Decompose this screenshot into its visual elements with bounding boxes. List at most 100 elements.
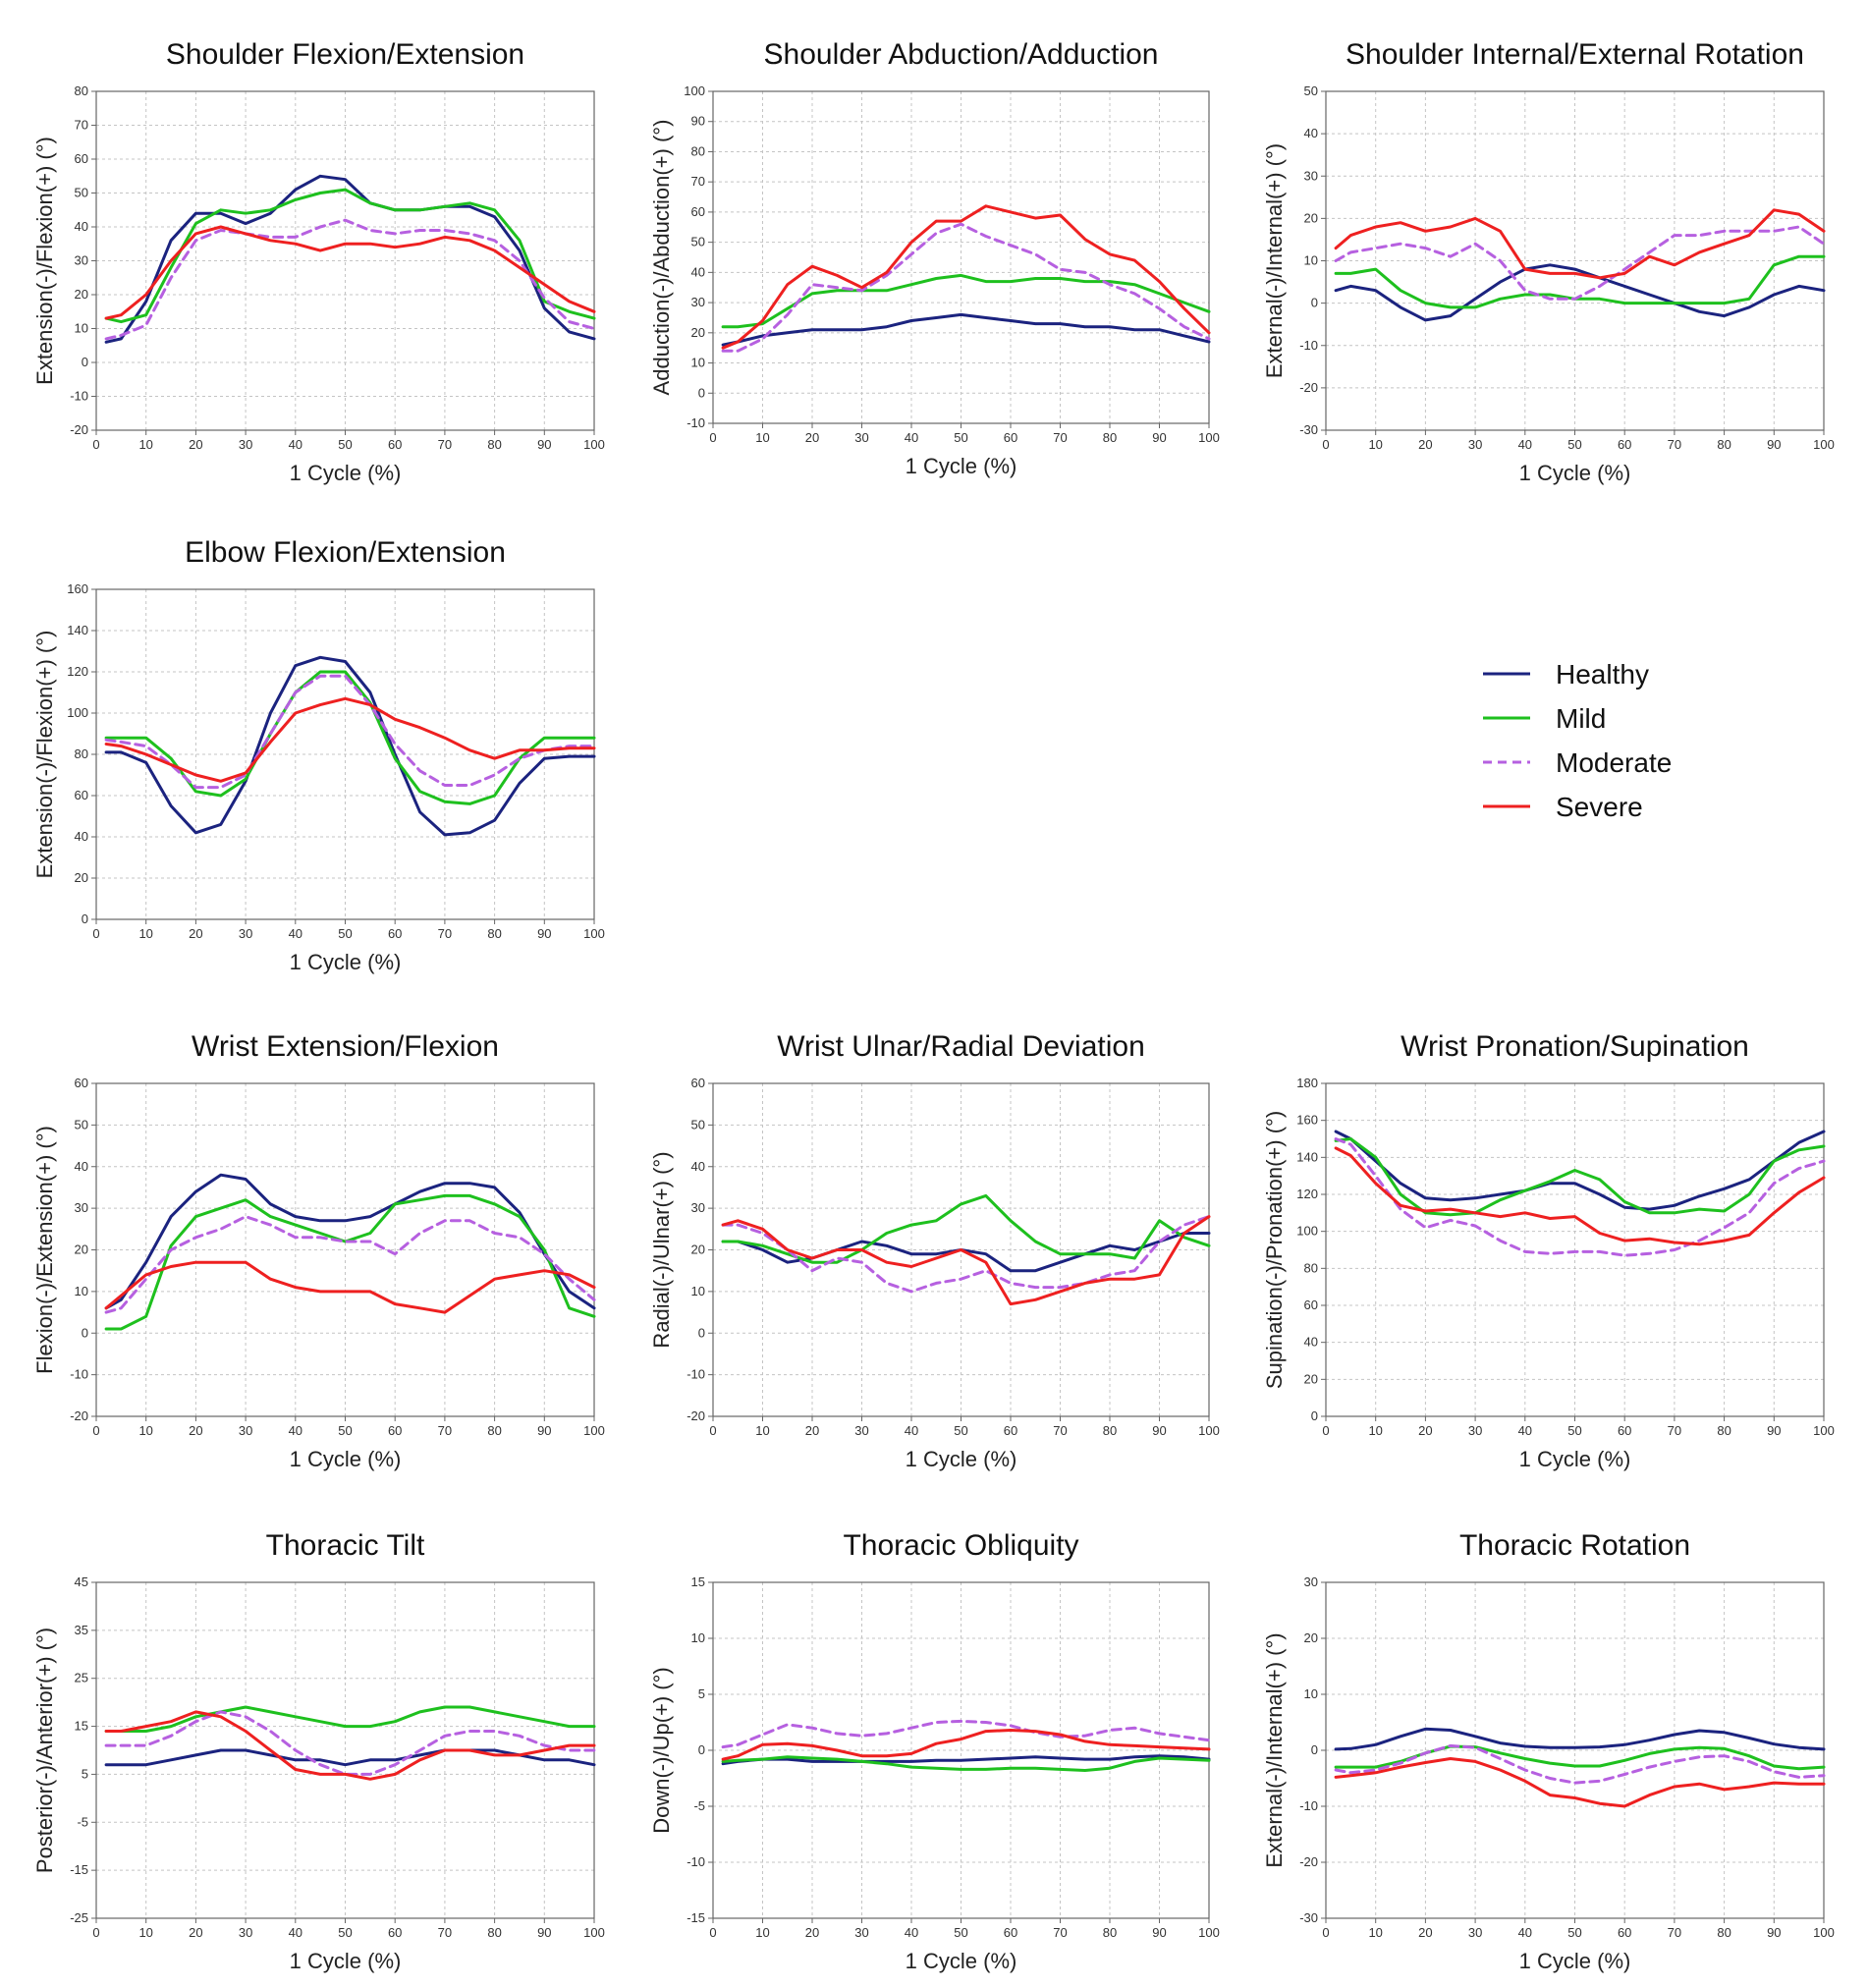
y-tick-label: 0 (82, 355, 88, 369)
y-tick-label: 60 (75, 1076, 88, 1090)
y-tick-label: 10 (75, 321, 88, 336)
thoracic-rotation-y-axis-label: External(-)/Internal(+) (°) (1262, 1632, 1287, 1867)
x-tick-label: 60 (1618, 1423, 1631, 1438)
y-tick-label: 20 (691, 1242, 705, 1257)
x-tick-label: 80 (487, 926, 501, 941)
y-tick-label: 80 (75, 746, 88, 761)
x-tick-label: 80 (1103, 1925, 1117, 1940)
x-tick-label: 80 (1103, 430, 1117, 445)
x-tick-label: 50 (1567, 1423, 1581, 1438)
thoracic-obliquity-title: Thoracic Obliquity (843, 1529, 1078, 1562)
wrist-ulnar-radial-deviation-y-axis-label: Radial(-)/Ulnar(+) (°) (649, 1151, 674, 1348)
y-tick-label: 90 (691, 114, 705, 129)
shoulder-flexion-extension-panel: Shoulder Flexion/Extension 0 10 20 30 40 50 60 7… (32, 38, 605, 485)
y-tick-label: 50 (691, 1117, 705, 1132)
y-tick-label: 20 (1304, 1630, 1318, 1645)
x-tick-label: 30 (1468, 1925, 1482, 1940)
x-tick-label: 0 (92, 1423, 99, 1438)
legend-label-healthy: Healthy (1556, 659, 1649, 690)
y-tick-label: 120 (67, 664, 88, 679)
thoracic-tilt-title: Thoracic Tilt (266, 1529, 425, 1562)
shoulder-abduction-adduction-panel: Shoulder Abduction/Adduction 0 10 20 30 40 50 6… (649, 38, 1220, 478)
y-tick-label: -10 (687, 1367, 705, 1382)
y-tick-label: 70 (75, 118, 88, 133)
shoulder-abduction-adduction-y-axis-label: Adduction(-)/Abduction(+) (°) (649, 120, 674, 396)
y-tick-label: 20 (75, 870, 88, 885)
wrist-pronation-supination-panel: Wrist Pronation/Supination 0 10 20 30 40 50 60 7… (1262, 1030, 1835, 1471)
y-tick-label: 15 (691, 1574, 705, 1589)
elbow-flexion-extension-series-mild (104, 670, 596, 805)
legend-label-severe: Severe (1556, 792, 1643, 822)
shoulder-internal-external-rotation-series-moderate (1334, 225, 1826, 301)
wrist-extension-flexion-y-axis-label: Flexion(-)/Extension(+) (°) (32, 1126, 57, 1374)
thoracic-rotation-title: Thoracic Rotation (1459, 1529, 1690, 1562)
x-tick-label: 90 (537, 1423, 551, 1438)
elbow-flexion-extension-series-severe (104, 696, 596, 783)
y-tick-label: 100 (684, 83, 705, 98)
x-tick-label: 60 (1618, 437, 1631, 452)
y-tick-label: 140 (1296, 1149, 1318, 1164)
x-tick-label: 40 (289, 1925, 302, 1940)
x-tick-label: 20 (1418, 1925, 1432, 1940)
y-tick-label: 5 (698, 1686, 705, 1701)
x-tick-label: 30 (1468, 1423, 1482, 1438)
y-tick-label: -5 (693, 1798, 705, 1813)
thoracic-obliquity-x-axis-label: 1 Cycle (%) (906, 1949, 1017, 1973)
wrist-extension-flexion-x-axis-label: 1 Cycle (%) (290, 1447, 402, 1471)
y-tick-label: 0 (698, 385, 705, 400)
x-tick-label: 30 (239, 1423, 252, 1438)
x-tick-label: 60 (1004, 1423, 1017, 1438)
thoracic-rotation-series-healthy (1334, 1727, 1826, 1751)
x-tick-label: 70 (1668, 437, 1681, 452)
x-tick-label: 80 (1103, 1423, 1117, 1438)
y-tick-label: -30 (1299, 1910, 1318, 1925)
y-tick-label: 20 (75, 1242, 88, 1257)
thoracic-rotation-series-severe (1334, 1757, 1826, 1808)
x-tick-label: 30 (1468, 437, 1482, 452)
x-tick-label: 0 (92, 926, 99, 941)
thoracic-tilt-series-severe (104, 1710, 596, 1781)
y-tick-label: 20 (75, 287, 88, 302)
elbow-flexion-extension-title: Elbow Flexion/Extension (185, 536, 506, 569)
x-tick-label: 50 (338, 1423, 352, 1438)
x-tick-label: 70 (438, 926, 452, 941)
x-tick-label: 100 (1198, 1423, 1220, 1438)
x-tick-label: 100 (1813, 1925, 1835, 1940)
shoulder-abduction-adduction-series-healthy (721, 312, 1211, 347)
y-tick-label: 40 (1304, 1335, 1318, 1350)
x-tick-label: 10 (1368, 437, 1382, 452)
x-tick-label: 40 (905, 1423, 918, 1438)
y-tick-label: 10 (691, 356, 705, 370)
x-tick-label: 100 (583, 437, 605, 452)
y-tick-label: -20 (1299, 1854, 1318, 1869)
y-tick-label: 40 (75, 219, 88, 234)
y-tick-label: 60 (691, 1076, 705, 1090)
y-tick-label: 160 (67, 581, 88, 596)
wrist-pronation-supination-y-axis-label: Supination(-)/Pronation(+) (°) (1262, 1111, 1287, 1389)
shoulder-flexion-extension-series-moderate (104, 218, 596, 341)
x-tick-label: 10 (1368, 1423, 1382, 1438)
x-tick-label: 10 (138, 1925, 152, 1940)
legend: Healthy Mild Moderate Severe (1483, 659, 1672, 822)
x-tick-label: 90 (1767, 1423, 1781, 1438)
wrist-ulnar-radial-deviation-panel: Wrist Ulnar/Radial Deviation 0 10 20 30 40 50 6… (649, 1030, 1220, 1471)
x-tick-label: 80 (1717, 1423, 1731, 1438)
y-tick-label: 25 (75, 1671, 88, 1685)
x-tick-label: 60 (1618, 1925, 1631, 1940)
x-tick-label: 40 (289, 926, 302, 941)
y-tick-label: 0 (1311, 296, 1318, 310)
y-tick-label: -10 (1299, 1798, 1318, 1813)
x-tick-label: 30 (854, 1925, 868, 1940)
wrist-extension-flexion-series-mild (104, 1193, 596, 1331)
y-tick-label: 80 (1304, 1260, 1318, 1275)
x-tick-label: 20 (189, 1423, 202, 1438)
x-tick-label: 30 (854, 1423, 868, 1438)
y-tick-label: -10 (1299, 338, 1318, 353)
y-tick-label: 20 (1304, 1371, 1318, 1386)
x-tick-label: 90 (537, 1925, 551, 1940)
thoracic-tilt-series-healthy (104, 1748, 596, 1767)
x-tick-label: 70 (1053, 1423, 1067, 1438)
y-tick-label: 80 (691, 143, 705, 158)
x-tick-label: 60 (1004, 1925, 1017, 1940)
